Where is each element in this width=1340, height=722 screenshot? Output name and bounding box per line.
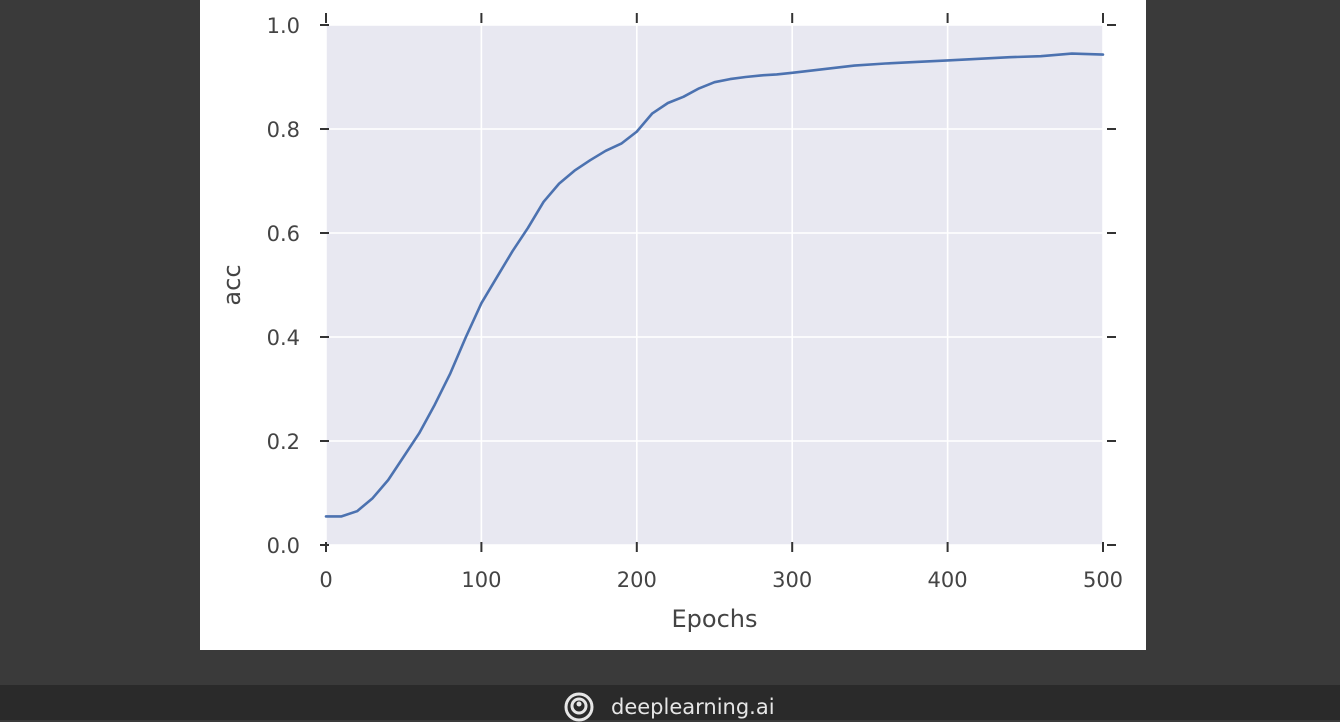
y-tick-label: 0.6 [267, 222, 300, 246]
bottom-bar [0, 685, 1340, 720]
y-axis-label: acc [218, 264, 246, 305]
accuracy-chart: 0 100 200 300 400 500 0.0 0.2 0.4 0.6 0.8 1.0 Epochs… [218, 13, 1123, 633]
y-tick-label: 0.8 [267, 118, 300, 142]
x-axis-label: Epochs [672, 605, 758, 633]
deeplearning-logo-icon [564, 692, 594, 722]
x-tick-label: 400 [928, 568, 968, 592]
brand-name: deeplearning.ai [611, 695, 775, 719]
x-tick-label: 300 [772, 568, 812, 592]
figure-card: 0 100 200 300 400 500 0.0 0.2 0.4 0.6 0.8 1.0 Epochs… [200, 0, 1146, 650]
y-tick-label: 0.2 [267, 430, 300, 454]
x-tick-label: 0 [319, 568, 332, 592]
accuracy-series-line [324, 52, 1105, 518]
x-tick-label: 100 [461, 568, 501, 592]
y-tick-label: 1.0 [267, 14, 300, 38]
brand: deeplearning.ai [557, 692, 775, 722]
y-tick-label: 0.4 [267, 326, 300, 350]
y-tick-label: 0.0 [267, 534, 300, 558]
x-tick-label: 500 [1083, 568, 1123, 592]
x-tick-label: 200 [617, 568, 657, 592]
plot-area [326, 25, 1103, 545]
